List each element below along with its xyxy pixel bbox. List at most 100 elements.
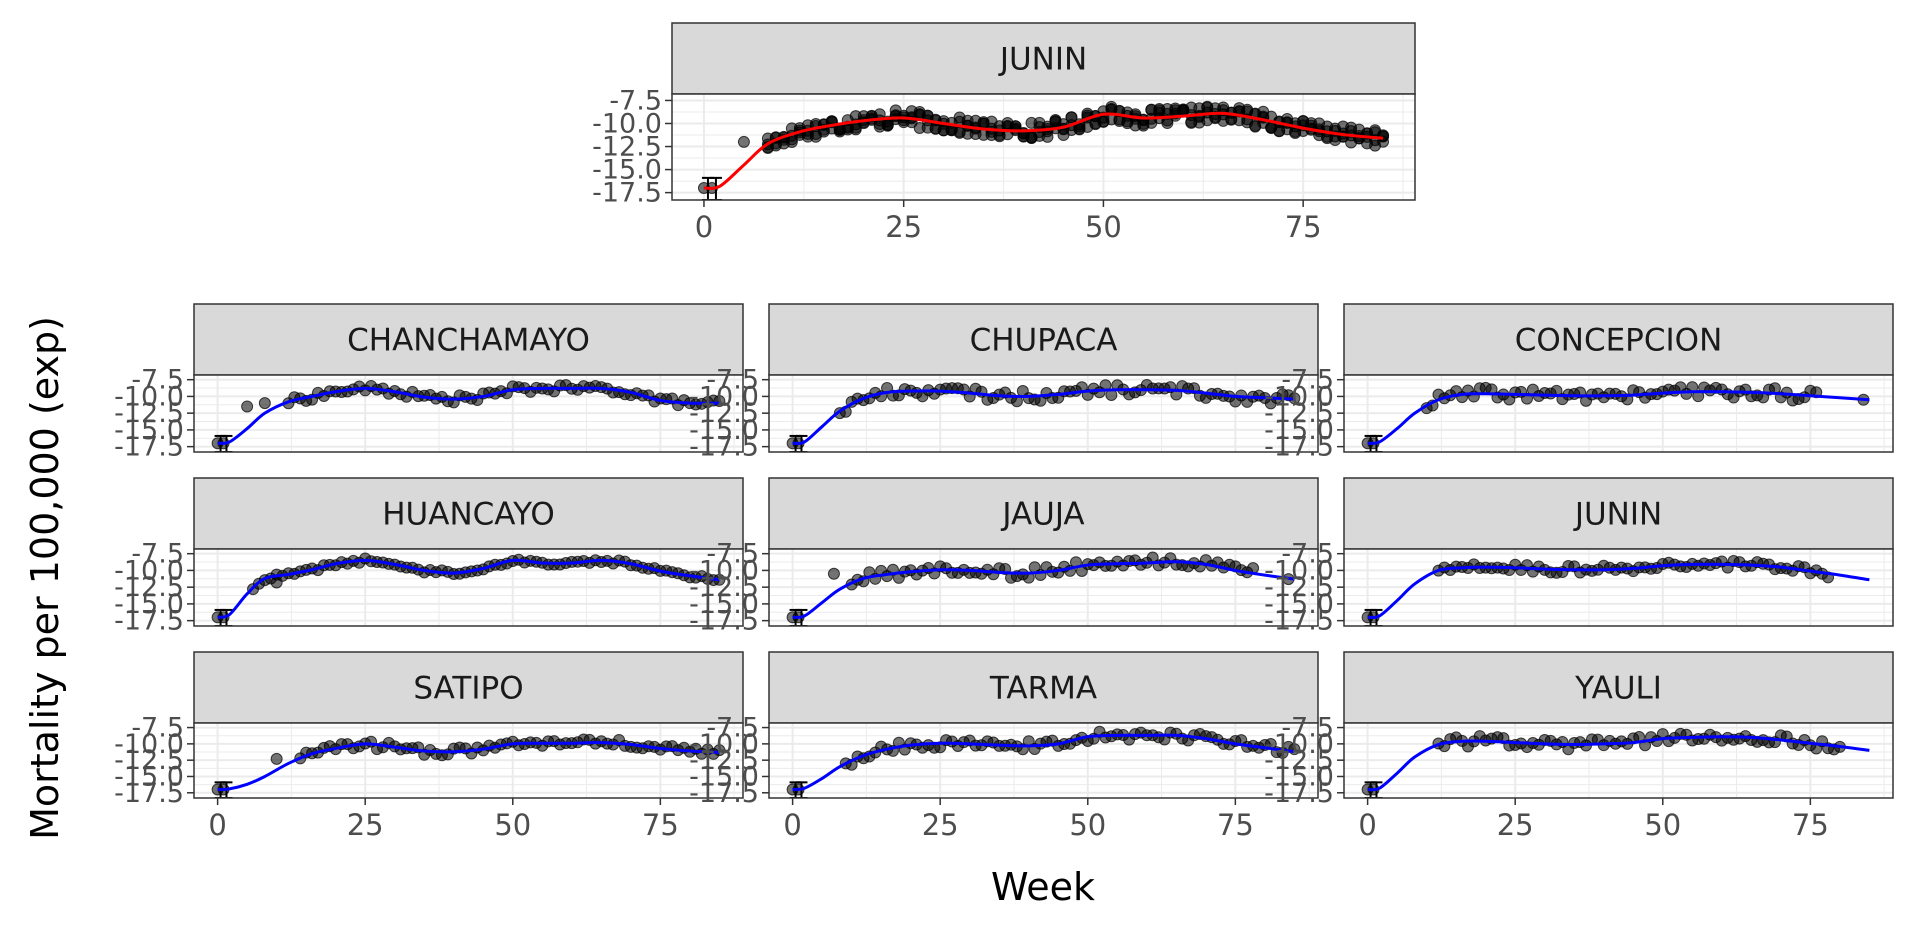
facet-title: JUNIN [998, 42, 1087, 78]
y-tick-label: -15.0 [1264, 761, 1334, 792]
facet-title: JUNIN [1573, 497, 1662, 533]
smooth-curve [792, 733, 1295, 792]
plot-area [1344, 723, 1893, 798]
y-tick-label: -12.5 [114, 572, 184, 603]
x-tick-label: 50 [1085, 210, 1122, 244]
panel-tarma: TARMA -7.5-10.0-12.5-15.0-17.5 0 25 50 75 [689, 651, 1319, 842]
y-tick-label: -15.0 [1264, 589, 1334, 620]
y-tick-label: -7.5 [609, 85, 662, 116]
y-tick-label: -17.5 [1264, 778, 1334, 809]
facet-strip [1343, 303, 1894, 376]
y-tick-label: -17.5 [114, 778, 184, 809]
x-tick-label: 75 [1217, 808, 1254, 842]
x-tick-label: 25 [922, 808, 959, 842]
facet-title: CHANCHAMAYO [347, 323, 590, 359]
y-tick-label: -17.5 [1264, 432, 1334, 463]
plot-area [769, 375, 1318, 452]
x-axis-title: Week [991, 865, 1095, 909]
x-tick-label: 50 [1644, 808, 1681, 842]
y-axis-title: Mortality per 100,000 (exp) [23, 316, 67, 840]
y-tick-label: -15.0 [114, 761, 184, 792]
facet-title: CONCEPCION [1515, 323, 1723, 359]
y-tick-label: -15.0 [689, 415, 759, 446]
smooth-curve [217, 386, 720, 445]
x-tick-label: 75 [642, 808, 679, 842]
smooth-curve [217, 558, 720, 619]
y-tick-label: -12.5 [1264, 745, 1334, 776]
facet-strip [768, 651, 1319, 724]
x-tick-label: 25 [885, 210, 922, 244]
y-tick-label: -10.0 [689, 381, 759, 412]
y-tick-label: -12.5 [689, 745, 759, 776]
data-point [258, 397, 271, 410]
y-tick-label: -15.0 [592, 155, 662, 186]
smooth-curve [1367, 390, 1870, 445]
facet-strip [193, 651, 744, 724]
error-bar [220, 608, 233, 626]
panel-huancayo: HUANCAYO -7.5-10.0-12.5-15.0-17.5 [114, 477, 744, 637]
data-point [1377, 130, 1390, 143]
y-tick-label: -12.5 [592, 132, 662, 163]
plot-area [769, 549, 1318, 626]
panel-concepcion: CONCEPCION -7.5-10.0-12.5-15.0-17.5 [1264, 303, 1894, 463]
y-tick-label: -10.0 [114, 555, 184, 586]
smooth-curve [792, 560, 1295, 619]
y-tick-label: -12.5 [689, 572, 759, 603]
data-point [270, 752, 283, 765]
facet-strip [1343, 477, 1894, 550]
y-tick-label: -12.5 [114, 745, 184, 776]
y-tick-label: -15.0 [1264, 415, 1334, 446]
facet-strip [193, 477, 744, 550]
facet-strip [193, 303, 744, 376]
y-tick-label: -12.5 [1264, 572, 1334, 603]
x-tick-label: 50 [1069, 808, 1106, 842]
y-tick-label: -7.5 [131, 365, 184, 396]
facet-title: SATIPO [413, 671, 523, 707]
panel-yauli: YAULI -7.5-10.0-12.5-15.0-17.5 0 25 50 75 [1264, 651, 1894, 842]
panel-chupaca: CHUPACA -7.5-10.0-12.5-15.0-17.5 [689, 303, 1319, 463]
panel-chanchamayo: CHANCHAMAYO -7.5-10.0-12.5-15.0-17.5 [114, 303, 744, 463]
plot-area [672, 94, 1415, 200]
x-tick-label: 0 [695, 210, 713, 244]
y-tick-label: -7.5 [706, 365, 759, 396]
data-point [881, 119, 894, 132]
y-tick-label: -12.5 [114, 398, 184, 429]
y-tick-label: -7.5 [1281, 539, 1334, 570]
y-tick-label: -10.0 [1264, 555, 1334, 586]
data-point [827, 567, 840, 580]
y-tick-label: -10.0 [114, 381, 184, 412]
plot-area [1344, 375, 1893, 452]
x-tick-label: 25 [347, 808, 384, 842]
smooth-curve [1367, 735, 1870, 792]
data-point [1041, 130, 1054, 143]
y-tick-label: -17.5 [689, 432, 759, 463]
x-tick-label: 0 [783, 808, 801, 842]
data-point [737, 135, 750, 148]
y-tick-label: -10.0 [689, 729, 759, 760]
y-tick-label: -17.5 [1264, 606, 1334, 637]
y-tick-label: -12.5 [689, 398, 759, 429]
facet-title: YAULI [1574, 671, 1662, 707]
facet-strip [1343, 651, 1894, 724]
data-point [241, 400, 254, 413]
facet-title: TARMA [989, 671, 1097, 707]
plot-area [194, 549, 743, 626]
y-tick-label: -7.5 [1281, 713, 1334, 744]
data-point [1065, 111, 1078, 124]
facet-title: HUANCAYO [382, 497, 554, 533]
plot-area [194, 375, 743, 452]
y-tick-label: -7.5 [1281, 365, 1334, 396]
smooth-curve [792, 388, 1295, 446]
data-point [849, 123, 862, 136]
plot-area [769, 723, 1318, 798]
grid-figure: CHANCHAMAYO-7.5-10.0-12.5-15.0-17.5CHUPA… [114, 303, 1894, 842]
x-tick-label: 0 [1358, 808, 1376, 842]
panel-junin-grid: JUNIN -7.5-10.0-12.5-15.0-17.5 [1264, 477, 1894, 637]
y-tick-label: -7.5 [131, 713, 184, 744]
x-tick-label: 0 [208, 808, 226, 842]
y-tick-label: -15.0 [689, 761, 759, 792]
top-figure: JUNIN -7.5-10.0-12.5-15.0-17.5 0 25 50 75 [592, 22, 1416, 244]
facet-title: JAUJA [1000, 497, 1084, 533]
smooth-curve [703, 111, 1384, 190]
panel-jauja: JAUJA -7.5-10.0-12.5-15.0-17.5 [689, 477, 1319, 637]
